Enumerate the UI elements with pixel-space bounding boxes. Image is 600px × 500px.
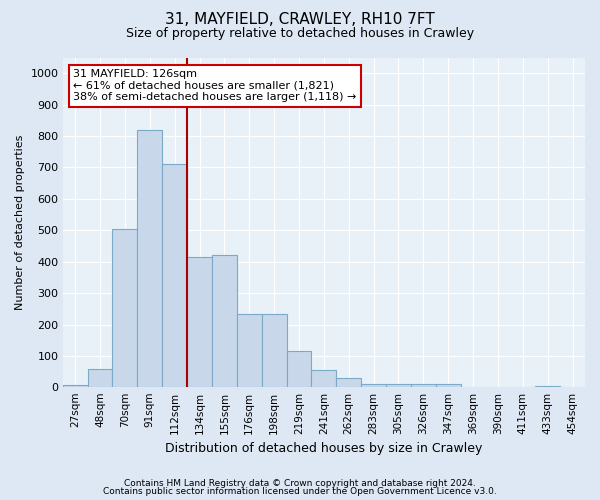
Bar xyxy=(336,378,361,388)
Bar xyxy=(262,314,287,388)
Bar xyxy=(88,368,112,388)
Bar xyxy=(461,386,485,388)
Bar xyxy=(436,384,461,388)
X-axis label: Distribution of detached houses by size in Crawley: Distribution of detached houses by size … xyxy=(165,442,482,455)
Bar xyxy=(212,256,237,388)
Bar xyxy=(361,384,386,388)
Y-axis label: Number of detached properties: Number of detached properties xyxy=(15,134,25,310)
Text: 31, MAYFIELD, CRAWLEY, RH10 7FT: 31, MAYFIELD, CRAWLEY, RH10 7FT xyxy=(165,12,435,28)
Bar xyxy=(311,370,336,388)
Bar xyxy=(162,164,187,388)
Bar xyxy=(112,228,137,388)
Text: Size of property relative to detached houses in Crawley: Size of property relative to detached ho… xyxy=(126,28,474,40)
Text: Contains public sector information licensed under the Open Government Licence v3: Contains public sector information licen… xyxy=(103,487,497,496)
Text: Contains HM Land Registry data © Crown copyright and database right 2024.: Contains HM Land Registry data © Crown c… xyxy=(124,478,476,488)
Bar xyxy=(287,351,311,388)
Text: 31 MAYFIELD: 126sqm
← 61% of detached houses are smaller (1,821)
38% of semi-det: 31 MAYFIELD: 126sqm ← 61% of detached ho… xyxy=(73,69,356,102)
Bar xyxy=(237,314,262,388)
Bar xyxy=(386,384,411,388)
Bar xyxy=(137,130,162,388)
Bar xyxy=(535,386,560,388)
Bar xyxy=(63,385,88,388)
Bar xyxy=(411,384,436,388)
Bar xyxy=(187,257,212,388)
